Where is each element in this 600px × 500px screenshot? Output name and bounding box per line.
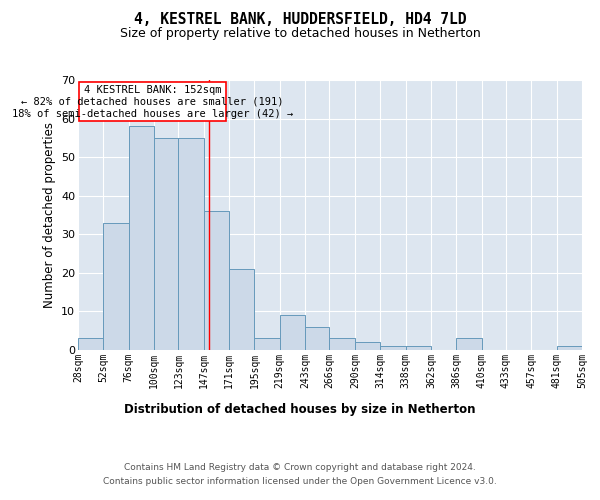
Bar [329, 338, 355, 350]
Text: Distribution of detached houses by size in Netherton: Distribution of detached houses by size … [124, 402, 476, 415]
Bar [103, 222, 129, 350]
Text: ← 82% of detached houses are smaller (191): ← 82% of detached houses are smaller (19… [21, 97, 284, 107]
Bar [204, 211, 229, 350]
Text: Contains HM Land Registry data © Crown copyright and database right 2024.: Contains HM Land Registry data © Crown c… [124, 462, 476, 471]
Bar [557, 346, 582, 350]
Bar [178, 138, 204, 350]
Bar [254, 338, 280, 350]
Y-axis label: Number of detached properties: Number of detached properties [43, 122, 56, 308]
Bar [305, 327, 329, 350]
Bar [154, 138, 178, 350]
Text: Size of property relative to detached houses in Netherton: Size of property relative to detached ho… [119, 28, 481, 40]
Text: 4 KESTREL BANK: 152sqm: 4 KESTREL BANK: 152sqm [84, 86, 221, 96]
Bar [280, 316, 305, 350]
Bar [355, 342, 380, 350]
Bar [129, 126, 154, 350]
Text: Contains public sector information licensed under the Open Government Licence v3: Contains public sector information licen… [103, 478, 497, 486]
Text: 18% of semi-detached houses are larger (42) →: 18% of semi-detached houses are larger (… [12, 108, 293, 118]
Bar [406, 346, 431, 350]
Bar [380, 346, 406, 350]
Bar [456, 338, 482, 350]
Bar [78, 338, 103, 350]
Text: 4, KESTREL BANK, HUDDERSFIELD, HD4 7LD: 4, KESTREL BANK, HUDDERSFIELD, HD4 7LD [134, 12, 466, 28]
Bar [79, 82, 226, 120]
Bar [229, 269, 254, 350]
